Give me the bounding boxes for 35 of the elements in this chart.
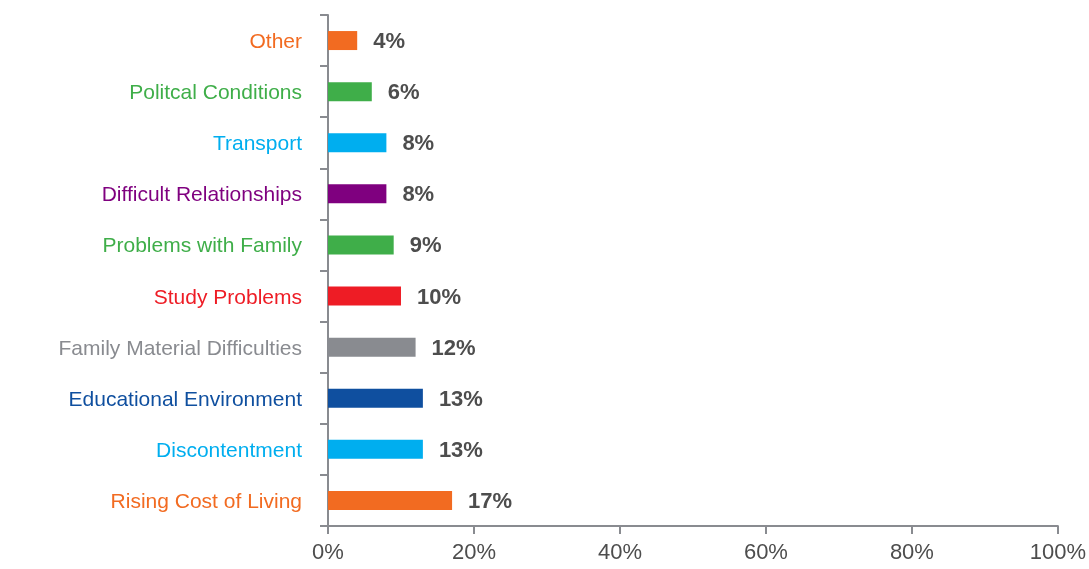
- bar: [328, 235, 394, 255]
- data-label: 4%: [373, 28, 405, 54]
- data-label: 8%: [402, 130, 435, 156]
- data-label: 8%: [402, 181, 435, 207]
- data-label: 10%: [416, 283, 462, 309]
- x-tick-label: 40%: [597, 538, 642, 564]
- x-tick-label: 0%: [312, 538, 344, 564]
- data-label: 6%: [387, 79, 420, 105]
- bar: [328, 184, 387, 204]
- data-label: 17%: [468, 487, 513, 513]
- x-tick-label: 20%: [451, 538, 496, 564]
- bar: [328, 388, 423, 408]
- x-tick-label: 80%: [889, 538, 934, 564]
- data-label: 9%: [409, 232, 442, 258]
- y-tick-label: Discontentment: [156, 437, 303, 461]
- x-tick-label: 100%: [1029, 538, 1087, 564]
- data-label: 12%: [431, 334, 476, 360]
- x-tick-label: 60%: [743, 538, 788, 564]
- y-tick-label: Family Material Difficulties: [58, 335, 302, 359]
- y-tick-label: Transport: [212, 131, 303, 155]
- data-label: 13%: [438, 436, 483, 462]
- bar: [328, 82, 372, 102]
- y-tick-label: Educational Environment: [68, 386, 303, 410]
- y-tick-label: Problems with Family: [102, 233, 303, 257]
- bar: [328, 286, 401, 306]
- y-tick-label: Other: [249, 29, 302, 53]
- bar: [328, 439, 423, 459]
- y-tick-label: Difficult Relationships: [101, 182, 302, 206]
- y-tick-label: Rising Cost of Living: [110, 488, 302, 512]
- bar: [328, 31, 358, 51]
- bar: [328, 490, 453, 510]
- bar: [328, 133, 387, 153]
- data-label: 13%: [438, 385, 483, 411]
- y-tick-label: Politcal Conditions: [129, 80, 302, 104]
- y-tick-label: Study Problems: [153, 284, 302, 308]
